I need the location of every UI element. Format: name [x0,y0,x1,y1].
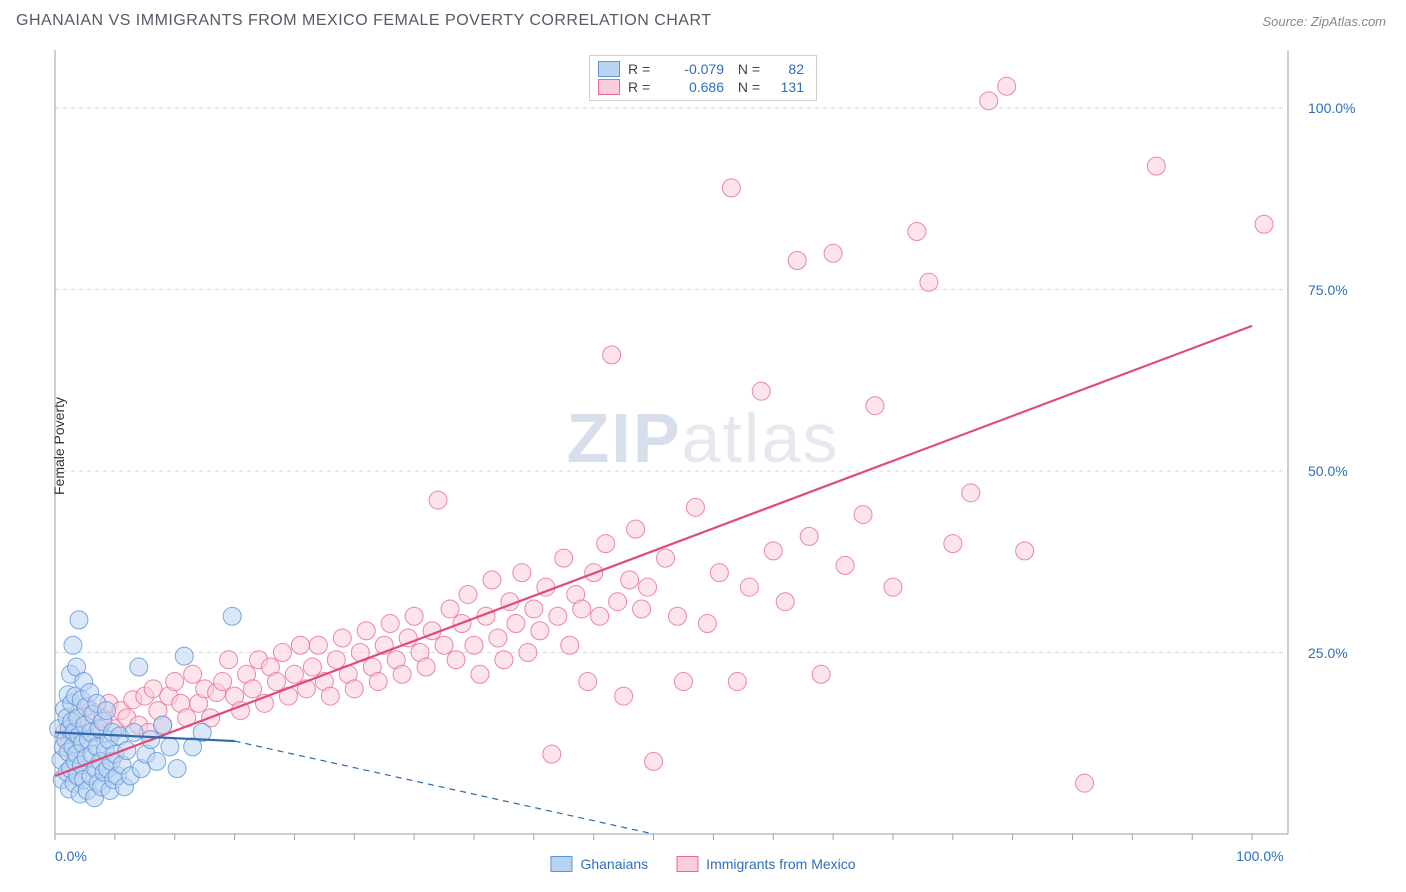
y-tick-label: 25.0% [1308,645,1356,661]
y-tick-label: 75.0% [1308,282,1356,298]
n-value: 131 [768,79,804,95]
scatter-chart [0,0,1406,892]
legend-swatch [598,61,620,77]
legend-item: Ghanaians [550,856,648,872]
n-label: N = [732,61,760,77]
legend-label: Immigrants from Mexico [706,856,855,872]
n-value: 82 [768,61,804,77]
correlation-legend: R = -0.079 N = 82 R = 0.686 N = 131 [589,55,817,101]
legend-row: R = -0.079 N = 82 [598,60,804,78]
y-tick-label: 100.0% [1308,100,1356,116]
r-label: R = [628,79,656,95]
y-tick-label: 50.0% [1308,463,1356,479]
r-value: -0.079 [664,61,724,77]
legend-row: R = 0.686 N = 131 [598,78,804,96]
legend-item: Immigrants from Mexico [676,856,855,872]
r-value: 0.686 [664,79,724,95]
x-tick-label: 100.0% [1236,848,1283,864]
legend-swatch [550,856,572,872]
y-axis-label: Female Poverty [51,397,67,495]
series-legend: Ghanaians Immigrants from Mexico [550,856,855,872]
r-label: R = [628,61,656,77]
legend-swatch [676,856,698,872]
n-label: N = [732,79,760,95]
x-tick-label: 0.0% [55,848,87,864]
legend-swatch [598,79,620,95]
legend-label: Ghanaians [580,856,648,872]
